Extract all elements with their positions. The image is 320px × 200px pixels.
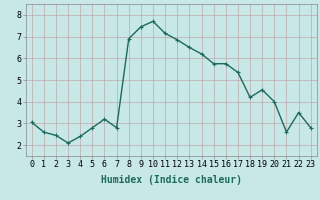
X-axis label: Humidex (Indice chaleur): Humidex (Indice chaleur) (101, 175, 242, 185)
